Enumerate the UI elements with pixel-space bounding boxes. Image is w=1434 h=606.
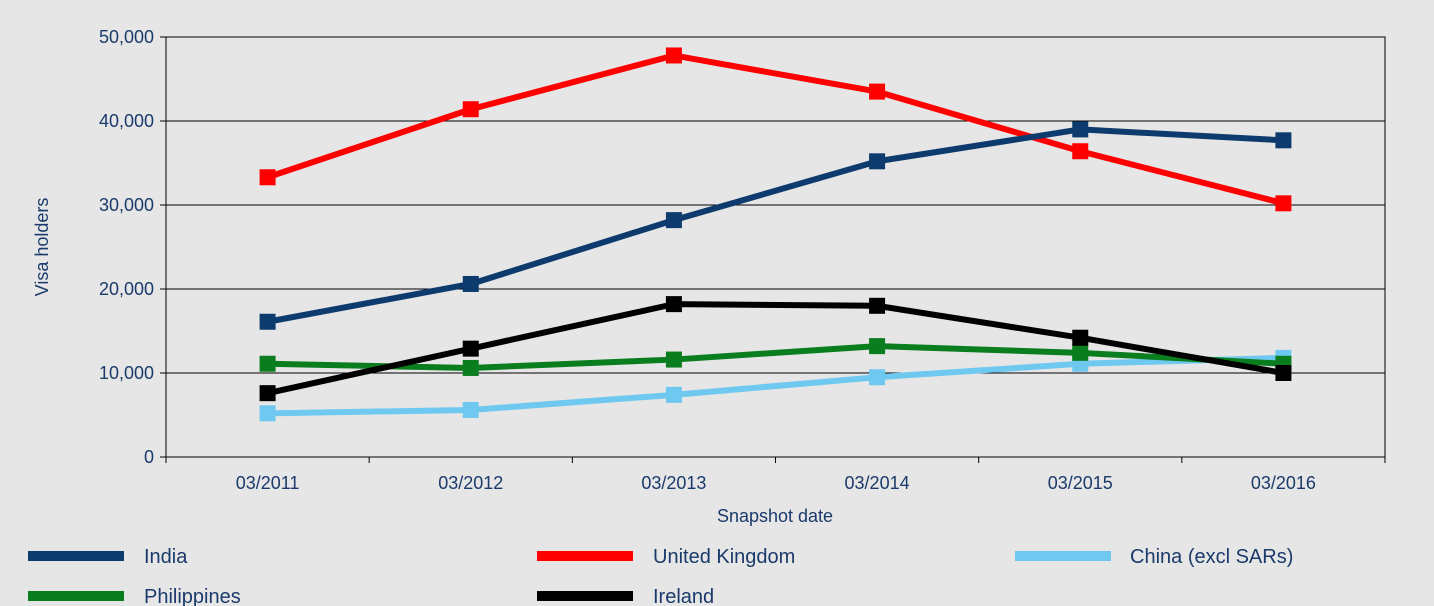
x-tick-label: 03/2013 [641,473,706,493]
data-point-united-kingdom [869,83,886,100]
data-point-philippines [462,359,479,376]
legend-label-china-excl-sars: China (excl SARs) [1130,546,1293,568]
legend-swatch-india [28,551,124,561]
x-axis-ticks: 03/2011 03/2012 03/2013 03/2014 03/2015 03/20… [165,457,1386,493]
series-line-india [267,126,1284,325]
x-tick-label: 03/2012 [438,473,503,493]
data-point-china-excl-sars [869,369,886,386]
y-axis-title: Visa holders [32,198,52,297]
series-line-united-kingdom [266,52,1285,207]
legend-label-ireland: Ireland [653,586,714,606]
data-point-ireland [1072,329,1089,346]
y-tick-label: 10,000 [99,363,154,383]
data-point-india [259,313,276,330]
data-point-united-kingdom [1275,195,1292,212]
data-point-india [869,153,886,170]
data-point-philippines [869,338,886,355]
legend-swatch-united-kingdom [537,551,633,561]
y-tick-label: 20,000 [99,279,154,299]
legend: India United Kingdom China (excl SARs) Phil… [28,546,1293,606]
data-point-china-excl-sars [462,401,479,418]
data-point-india [1275,132,1292,149]
legend-swatch-china-excl-sars [1015,551,1111,561]
data-point-united-kingdom [1072,143,1089,160]
data-point-united-kingdom [665,47,682,64]
data-point-india [1072,121,1089,138]
data-point-china-excl-sars [665,386,682,403]
y-tick-label: 0 [144,447,154,467]
x-axis-title: Snapshot date [717,506,833,526]
x-tick-label: 03/2014 [845,473,910,493]
legend-label-india: India [144,546,188,568]
data-point-philippines [1072,344,1089,361]
x-tick-label: 03/2011 [236,473,300,493]
y-tick-label: 30,000 [99,195,154,215]
y-axis-ticks: 0 10,000 20,000 30,000 40,000 50,000 [99,27,166,467]
series-lines [259,47,1292,422]
series-line-ireland [266,301,1284,397]
series-line-philippines [267,343,1284,371]
x-tick-label: 03/2016 [1251,473,1316,493]
data-point-china-excl-sars [259,405,276,422]
data-point-united-kingdom [462,101,479,118]
y-tick-label: 40,000 [99,111,154,131]
legend-label-united-kingdom: United Kingdom [653,546,795,568]
data-point-philippines [665,351,682,368]
x-tick-label: 03/2015 [1048,473,1113,493]
data-point-ireland [869,297,886,314]
data-point-india [665,212,682,229]
data-point-philippines [259,355,276,372]
data-point-united-kingdom [259,169,276,186]
series-line-china-excl-sars [267,354,1284,417]
legend-swatch-ireland [537,591,633,601]
legend-label-philippines: Philippines [144,586,241,606]
data-point-india [462,275,479,292]
data-point-ireland [665,296,682,313]
y-tick-label: 50,000 [99,27,154,47]
legend-swatch-philippines [28,591,124,601]
data-point-ireland [1275,365,1292,381]
data-point-ireland [259,385,276,402]
data-point-ireland [462,340,479,357]
